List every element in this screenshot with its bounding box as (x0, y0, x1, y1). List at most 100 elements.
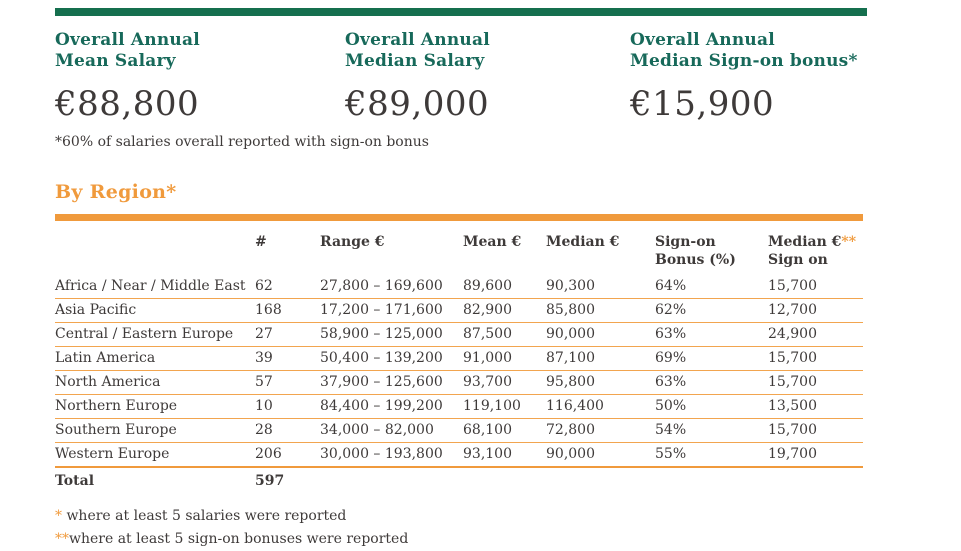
stat-median-salary: Overall Annual Median Salary €89,000 (345, 30, 630, 123)
stat-value: €15,900 (630, 84, 775, 124)
mean-cell: 93,100 (463, 446, 512, 462)
region-cell: Western Europe (55, 446, 170, 462)
signon-pct-cell: 55% (655, 446, 687, 462)
header-median-signon-text: Median € (768, 234, 842, 250)
table-total-row: Total 597 (55, 468, 863, 493)
stat-label-line1: Overall Annual (55, 30, 200, 50)
section-title-by-region: By Region* (55, 181, 177, 203)
count-cell: 39 (255, 350, 273, 366)
range-cell: 17,200 – 171,600 (320, 302, 443, 318)
table-row: Asia Pacific 168 17,200 – 171,600 82,900… (55, 299, 863, 323)
mean-cell: 119,100 (463, 398, 521, 414)
median-signon-cell: 13,500 (768, 398, 817, 414)
region-cell: North America (55, 374, 161, 390)
range-cell: 37,900 – 125,600 (320, 374, 443, 390)
stat-label: Overall Annual Mean Salary (55, 30, 345, 72)
median-signon-cell: 15,700 (768, 422, 817, 438)
header-median-signon: Median €** Sign on (768, 233, 863, 269)
stat-label-line2: Median Salary (345, 51, 485, 71)
region-cell: Northern Europe (55, 398, 178, 414)
section-orange-bar (55, 214, 863, 221)
stat-label-line1: Overall Annual (345, 30, 490, 50)
median-signon-cell: 19,700 (768, 446, 817, 462)
header-signon-line2: Bonus (%) (655, 252, 736, 268)
mean-cell: 82,900 (463, 302, 512, 318)
stat-value: €88,800 (55, 84, 200, 124)
stat-mean-salary: Overall Annual Mean Salary €88,800 (55, 30, 345, 123)
header-count: # (255, 234, 267, 250)
mean-cell: 93,700 (463, 374, 512, 390)
signon-pct-cell: 69% (655, 350, 687, 366)
footnote-asterisk: * (55, 508, 62, 524)
range-cell: 27,800 – 169,600 (320, 278, 443, 294)
table-row: Southern Europe 28 34,000 – 82,000 68,10… (55, 419, 863, 443)
range-cell: 34,000 – 82,000 (320, 422, 434, 438)
stat-label: Overall Annual Median Salary (345, 30, 630, 72)
table-row: Africa / Near / Middle East 62 27,800 – … (55, 275, 863, 299)
median-signon-cell: 15,700 (768, 350, 817, 366)
count-cell: 206 (255, 446, 282, 462)
region-cell: Southern Europe (55, 422, 177, 438)
summary-stats: Overall Annual Mean Salary €88,800 Overa… (55, 30, 867, 123)
median-signon-cell: 15,700 (768, 374, 817, 390)
region-cell: Africa / Near / Middle East (55, 278, 246, 294)
footnote-signon-bonuses: **where at least 5 sign-on bonuses were … (55, 528, 867, 551)
mean-cell: 87,500 (463, 326, 512, 342)
region-cell: Central / Eastern Europe (55, 326, 234, 342)
report-page: Overall Annual Mean Salary €88,800 Overa… (55, 8, 867, 547)
stat-label-line1: Overall Annual (630, 30, 775, 50)
range-cell: 84,400 – 199,200 (320, 398, 443, 414)
count-cell: 57 (255, 374, 273, 390)
header-median-signon-line2: Sign on (768, 252, 828, 268)
count-cell: 10 (255, 398, 273, 414)
signon-pct-cell: 63% (655, 326, 687, 342)
region-table: # Range € Mean € Median € Sign-on Bonus … (55, 233, 863, 493)
median-signon-cell: 12,700 (768, 302, 817, 318)
mean-cell: 91,000 (463, 350, 512, 366)
page-content: Overall Annual Mean Salary €88,800 Overa… (55, 0, 867, 551)
count-cell: 62 (255, 278, 273, 294)
footnote-double-asterisk: ** (55, 531, 69, 547)
stat-value: €89,000 (345, 84, 490, 124)
stat-label-line2: Mean Salary (55, 51, 176, 71)
total-count: 597 (255, 473, 285, 489)
header-signon-line1: Sign-on (655, 234, 716, 250)
count-cell: 168 (255, 302, 282, 318)
median-cell: 85,800 (546, 302, 595, 318)
stat-median-signon-bonus: Overall Annual Median Sign-on bonus* €15… (630, 30, 867, 123)
stat-label: Overall Annual Median Sign-on bonus* (630, 30, 867, 72)
range-cell: 30,000 – 193,800 (320, 446, 443, 462)
table-body: Africa / Near / Middle East 62 27,800 – … (55, 275, 863, 468)
header-range: Range € (320, 234, 385, 250)
total-label: Total (55, 473, 95, 489)
median-cell: 90,000 (546, 326, 595, 342)
footnote-text: where at least 5 salaries were reported (62, 508, 347, 524)
region-cell: Asia Pacific (55, 302, 137, 318)
table-row: Northern Europe 10 84,400 – 199,200 119,… (55, 395, 863, 419)
table-row: North America 57 37,900 – 125,600 93,700… (55, 371, 863, 395)
count-cell: 27 (255, 326, 273, 342)
table-row: Latin America 39 50,400 – 139,200 91,000… (55, 347, 863, 371)
signon-pct-cell: 64% (655, 278, 687, 294)
region-cell: Latin America (55, 350, 156, 366)
signon-pct-cell: 63% (655, 374, 687, 390)
table-header-row: # Range € Mean € Median € Sign-on Bonus … (55, 233, 863, 275)
footnote-salaries: * where at least 5 salaries were reporte… (55, 505, 867, 528)
footnote-text: where at least 5 sign-on bonuses were re… (69, 531, 409, 547)
header-median: Median € (546, 234, 620, 250)
signon-pct-cell: 62% (655, 302, 687, 318)
signon-pct-cell: 54% (655, 422, 687, 438)
header-double-asterisk: ** (841, 234, 857, 250)
median-cell: 116,400 (546, 398, 604, 414)
table-row: Western Europe 206 30,000 – 193,800 93,1… (55, 443, 863, 468)
median-cell: 87,100 (546, 350, 595, 366)
table-footnotes: * where at least 5 salaries were reporte… (55, 505, 867, 551)
signon-pct-cell: 50% (655, 398, 687, 414)
header-mean: Mean € (463, 234, 522, 250)
header-signon-bonus: Sign-on Bonus (%) (655, 233, 768, 269)
table-row: Central / Eastern Europe 27 58,900 – 125… (55, 323, 863, 347)
mean-cell: 89,600 (463, 278, 512, 294)
median-cell: 72,800 (546, 422, 595, 438)
summary-footnote: *60% of salaries overall reported with s… (55, 134, 429, 150)
count-cell: 28 (255, 422, 273, 438)
